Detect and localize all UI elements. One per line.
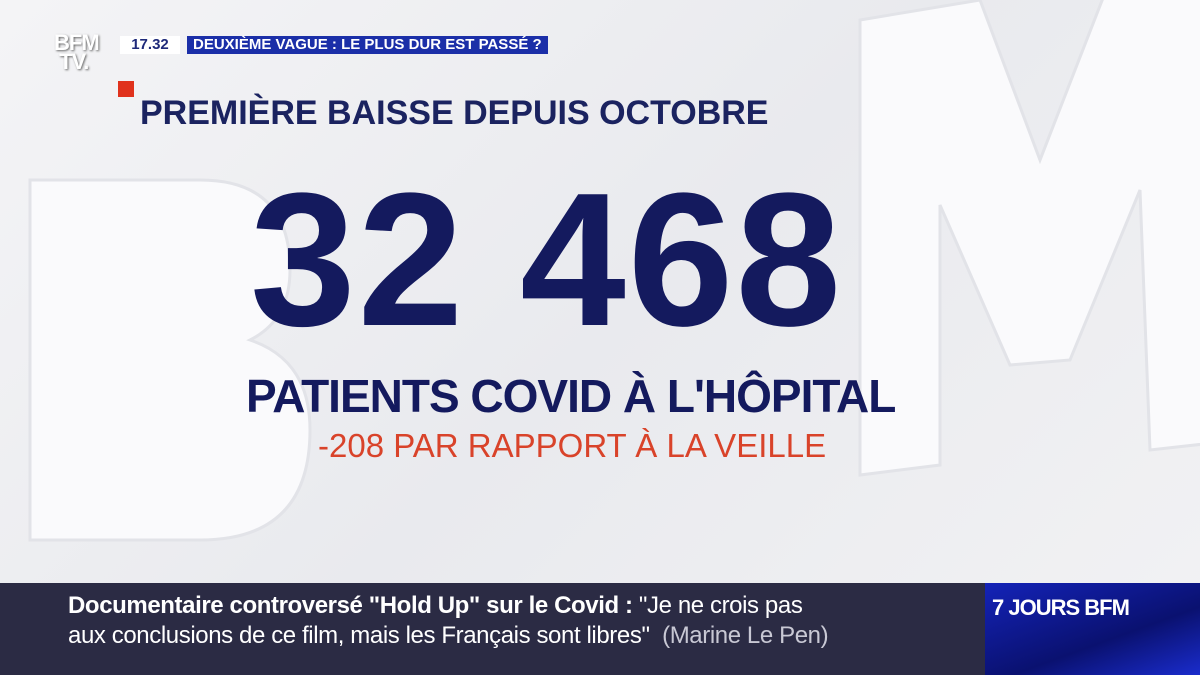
bfm-watermark xyxy=(28,0,1200,542)
watermark-letter-b xyxy=(28,178,312,542)
watermark-letter-m xyxy=(858,0,1200,477)
bfmtv-logo: BFM TV. xyxy=(54,30,100,74)
ticker-line-1: Documentaire controversé "Hold Up" sur l… xyxy=(68,592,803,620)
ticker-line-2: aux conclusions de ce film, mais les Fra… xyxy=(68,622,829,650)
ticker-quote-start: "Je ne crois pas xyxy=(638,592,803,619)
news-ticker xyxy=(0,583,985,675)
red-square-marker xyxy=(118,81,134,97)
program-name: 7 JOURS BFM xyxy=(992,595,1130,620)
headline-banner: DEUXIÈME VAGUE : LE PLUS DUR EST PASSÉ ? xyxy=(187,36,548,54)
count-label: PATIENTS COVID À L'HÔPITAL xyxy=(246,370,896,422)
daily-change: -208 PAR RAPPORT À LA VEILLE xyxy=(318,427,827,464)
ticker-topic: Documentaire controversé "Hold Up" sur l… xyxy=(68,592,633,619)
program-badge: 7 JOURS BFM xyxy=(985,583,1200,675)
clock-time: 17.32 xyxy=(120,36,180,54)
ticker-attribution: (Marine Le Pen) xyxy=(662,622,829,649)
patient-count: 32 468 xyxy=(250,154,844,366)
graphic-title: PREMIÈRE BAISSE DEPUIS OCTOBRE xyxy=(140,94,769,132)
ticker-quote-end: aux conclusions de ce film, mais les Fra… xyxy=(68,622,650,649)
